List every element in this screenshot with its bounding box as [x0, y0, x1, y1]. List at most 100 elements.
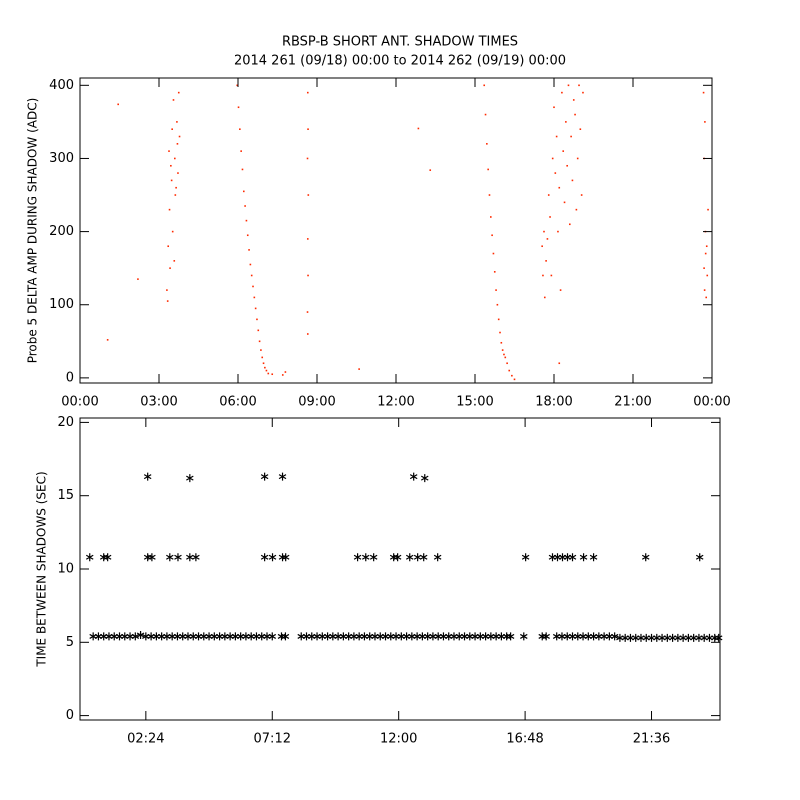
asterisk-point [278, 553, 287, 562]
asterisk-point [143, 472, 152, 481]
dot-point [513, 378, 516, 381]
dot-point [553, 106, 555, 109]
x-tick-label: 21:36 [633, 732, 670, 747]
dot-point [503, 353, 505, 356]
asterisk-point [626, 633, 635, 642]
dot-point [257, 329, 260, 332]
asterisk-point [297, 632, 306, 641]
dot-point [236, 84, 239, 87]
asterisk-point [260, 472, 269, 481]
dot-point [256, 318, 258, 321]
asterisk-point [353, 553, 362, 562]
asterisk-point [642, 633, 651, 642]
dot-point [563, 201, 566, 204]
asterisk-point [579, 553, 588, 562]
y-tick-label: 10 [57, 562, 74, 577]
dot-point [547, 194, 550, 196]
dot-point [578, 84, 580, 87]
asterisk-point [361, 553, 370, 562]
asterisk-point [85, 553, 94, 562]
asterisk-point [466, 632, 474, 641]
dot-point [579, 128, 582, 130]
dot-point [508, 369, 511, 372]
asterisk-point [589, 553, 598, 562]
dot-point [169, 267, 171, 269]
dot-point [261, 356, 264, 359]
asterisk-point [714, 633, 723, 642]
dot-point [543, 296, 546, 299]
asterisk-point [405, 553, 414, 562]
asterisk-point [263, 632, 271, 641]
chart-title: RBSP-B SHORT ANT. SHADOW TIMES [282, 35, 518, 50]
x-tick-label: 09:00 [298, 395, 335, 410]
dot-point [543, 230, 545, 233]
dot-point [168, 150, 170, 152]
asterisk-point [408, 632, 416, 641]
y-tick-label: 100 [49, 297, 74, 312]
asterisk-point [166, 553, 174, 562]
plot-frame [79, 77, 713, 384]
y-tick-label: 0 [66, 370, 74, 385]
asterisk-point [589, 632, 598, 641]
dot-point [284, 371, 287, 373]
dot-point [501, 349, 504, 351]
asterisk-point [323, 632, 332, 641]
dot-point [170, 164, 172, 167]
asterisk-point [329, 632, 337, 641]
asterisk-point [260, 553, 269, 562]
dot-point [582, 91, 584, 94]
dot-point [495, 289, 497, 291]
dot-point [703, 289, 706, 291]
dot-point [167, 245, 170, 248]
dot-point [307, 194, 310, 196]
dot-point [178, 135, 181, 138]
asterisk-point [413, 632, 421, 641]
dot-point [705, 245, 708, 248]
asterisk-point [94, 632, 103, 641]
dot-point [704, 252, 707, 255]
dot-point [565, 121, 567, 123]
asterisk-point [460, 632, 469, 641]
asterisk-point [369, 553, 378, 562]
dot-point [262, 362, 265, 365]
y-tick-label: 0 [66, 708, 74, 723]
dot-point [171, 128, 173, 130]
dot-point [546, 238, 549, 240]
asterisk-point [476, 632, 485, 641]
asterisk-point [360, 632, 369, 641]
asterisk-point [538, 632, 547, 641]
asterisk-point [705, 633, 714, 642]
asterisk-point [434, 632, 442, 641]
asterisk-point [252, 632, 261, 641]
x-tick-label: 02:24 [127, 732, 164, 747]
dot-point [177, 91, 180, 94]
dot-point [258, 340, 261, 343]
dot-point [558, 362, 561, 365]
asterisk-point [397, 632, 406, 641]
asterisk-point [402, 632, 411, 641]
asterisk-point [439, 632, 448, 641]
x-tick-label: 21:00 [614, 395, 651, 410]
x-tick-label: 18:00 [535, 395, 572, 410]
dot-point [504, 356, 507, 359]
asterisk-point [148, 553, 156, 562]
dot-point [260, 349, 262, 351]
dot-point [306, 157, 309, 160]
dot-point [168, 208, 171, 211]
x-tick-label: 03:00 [140, 395, 177, 410]
asterisk-point [641, 553, 650, 562]
asterisk-point [573, 632, 582, 641]
dot-point [249, 263, 252, 266]
asterisk-point [339, 632, 348, 641]
asterisk-point [679, 633, 687, 642]
asterisk-point [110, 632, 119, 641]
asterisk-point [552, 632, 561, 641]
dot-point [554, 172, 557, 174]
dot-point [511, 374, 513, 377]
dot-point [569, 223, 571, 226]
asterisk-point [99, 553, 108, 562]
dot-point [557, 230, 559, 233]
dot-point [555, 135, 558, 138]
dot-point [241, 168, 244, 171]
